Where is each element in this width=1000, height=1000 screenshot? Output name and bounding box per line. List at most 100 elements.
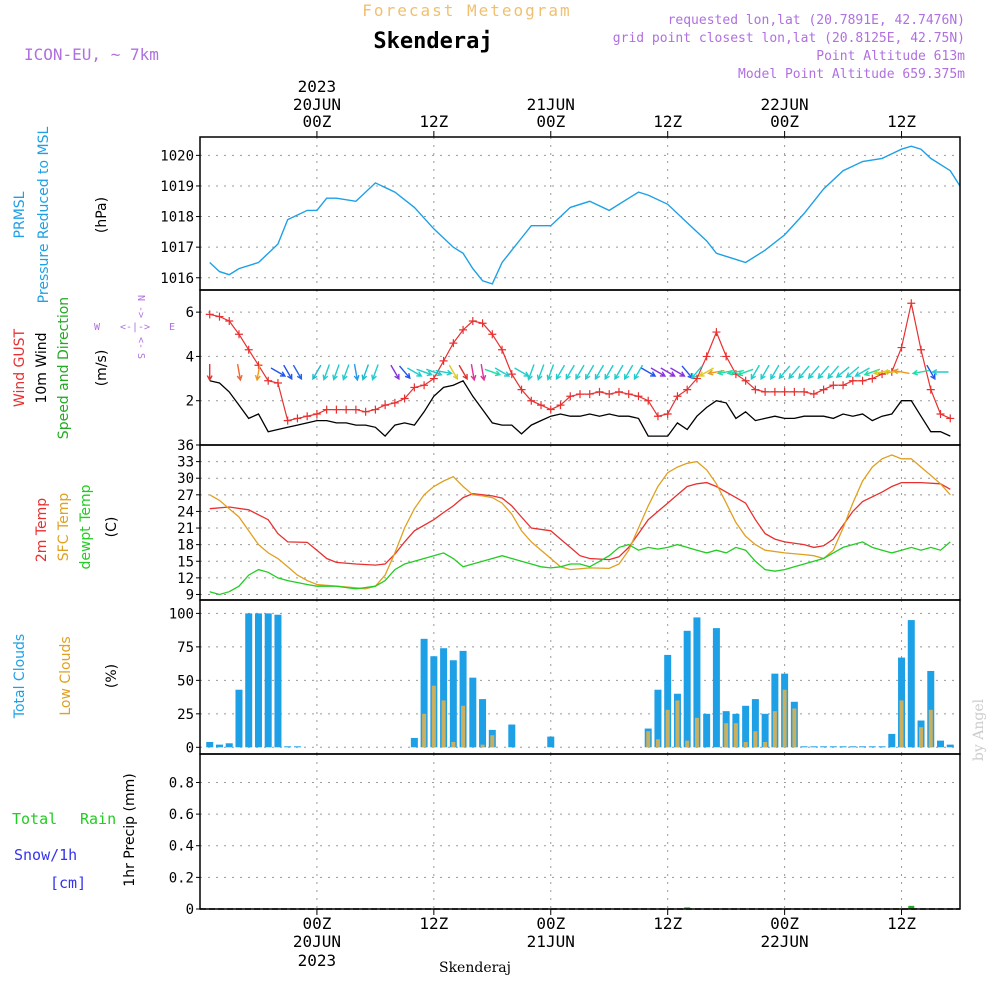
total-cloud-bar bbox=[810, 746, 818, 748]
compass-arrow-up: -> bbox=[135, 306, 146, 318]
total-cloud-bar bbox=[849, 746, 857, 748]
total-cloud-bar bbox=[664, 654, 672, 748]
dewpt-label: dewpt Temp bbox=[78, 484, 94, 569]
gust-marker bbox=[342, 405, 351, 414]
wind-direction-arrow bbox=[926, 364, 936, 381]
gust-marker bbox=[712, 328, 721, 337]
wind-direction-arrow bbox=[236, 363, 243, 382]
total-cloud-bar bbox=[868, 746, 876, 748]
wind-direction-arrow bbox=[736, 368, 754, 377]
gust-marker bbox=[332, 405, 341, 414]
gust-marker bbox=[614, 387, 623, 396]
y-tick-label: 0.4 bbox=[169, 839, 194, 855]
wind-direction-arrow bbox=[650, 367, 667, 377]
total-cloud-bar bbox=[274, 614, 282, 748]
wind-direction-arrow bbox=[398, 365, 411, 380]
gust-marker bbox=[351, 405, 360, 414]
y-tick-label: 12 bbox=[177, 571, 194, 587]
y-tick-label: 0 bbox=[186, 902, 194, 918]
wind-direction-arrow bbox=[750, 364, 761, 381]
wind-direction-arrow bbox=[892, 368, 910, 375]
gust-marker bbox=[917, 345, 926, 354]
total-cloud-bar bbox=[449, 660, 457, 748]
panel-frame bbox=[199, 753, 961, 910]
low-cloud-bar bbox=[451, 741, 456, 748]
gust-marker bbox=[761, 387, 770, 396]
snow-label: Snow/1h bbox=[14, 846, 77, 864]
total-cloud-bar bbox=[469, 677, 477, 748]
wind-direction-arrow bbox=[312, 364, 322, 381]
gust-marker bbox=[907, 299, 916, 308]
time-label-bottom: 12Z bbox=[653, 914, 682, 933]
gust-marker bbox=[809, 390, 818, 399]
total-cloud-bar bbox=[693, 617, 701, 748]
gust-marker bbox=[429, 374, 438, 383]
total-cloud-bar bbox=[927, 670, 935, 748]
wind-direction-arrow bbox=[788, 365, 801, 380]
temp-unit: (C) bbox=[104, 517, 120, 538]
total-cloud-bar bbox=[703, 713, 711, 748]
gust-marker bbox=[644, 396, 653, 405]
time-label-top: 00Z bbox=[536, 112, 565, 131]
low-cloud-bar bbox=[724, 723, 729, 748]
gust-marker bbox=[273, 379, 282, 387]
total-cloud-bar bbox=[440, 648, 448, 748]
panel-frame bbox=[199, 444, 961, 601]
gust-marker bbox=[946, 414, 955, 423]
y-tick-label: 18 bbox=[177, 538, 194, 554]
wind-direction-arrow bbox=[670, 367, 686, 377]
clouds-axis-title: Total Clouds Low Clouds (%) bbox=[12, 634, 120, 719]
total-cloud-bar bbox=[771, 673, 779, 748]
compass-n: N bbox=[135, 295, 146, 301]
gust-marker bbox=[770, 387, 779, 396]
low-cloud-bar bbox=[772, 711, 777, 748]
y-tick-label: 24 bbox=[177, 504, 194, 520]
wind-direction-arrow bbox=[640, 367, 657, 377]
wind-axis-title: Wind GUST 10m Wind Speed and Direction (… bbox=[12, 297, 110, 439]
date-label-bottom: 21JUN bbox=[527, 932, 575, 951]
forecast-title: Forecast Meteogram bbox=[362, 1, 571, 20]
wind-direction-arrow bbox=[283, 364, 293, 381]
temp-2m-line bbox=[209, 481, 951, 566]
low-cloud-bar bbox=[422, 713, 427, 748]
wind-direction-arrow bbox=[931, 368, 949, 376]
time-label-bottom: 00Z bbox=[770, 914, 799, 933]
gust-marker bbox=[293, 414, 302, 423]
wind-direction-arrow bbox=[555, 364, 566, 381]
low-cloud-bar bbox=[899, 700, 904, 748]
gust-line bbox=[209, 303, 951, 422]
time-label-top: 12Z bbox=[653, 112, 682, 131]
wind-direction-arrow bbox=[770, 364, 780, 381]
total-cloud-bar bbox=[654, 689, 662, 748]
wind-direction-arrow bbox=[798, 365, 810, 380]
dewpoint-line bbox=[209, 541, 951, 596]
y-tick-label: 0 bbox=[186, 740, 194, 756]
gust-marker bbox=[225, 317, 234, 325]
total-cloud-bar bbox=[742, 705, 750, 748]
gust-marker bbox=[507, 370, 516, 379]
y-tick-label: 0.2 bbox=[169, 870, 194, 886]
wind-direction-arrow bbox=[206, 364, 213, 382]
total-label: Total bbox=[12, 810, 57, 828]
wind-direction-arrow bbox=[660, 367, 676, 377]
gust-marker bbox=[449, 339, 458, 348]
wind-direction-arrow bbox=[575, 364, 585, 381]
total-cloud-bar bbox=[284, 746, 292, 748]
cm-label: [cm] bbox=[50, 874, 86, 892]
gust-marker bbox=[322, 405, 331, 414]
time-label-bottom: 12Z bbox=[419, 914, 448, 933]
y-tick-label: 50 bbox=[177, 673, 194, 689]
low-cloud-bar bbox=[792, 708, 797, 748]
total-cloud-bar bbox=[907, 620, 915, 748]
wind-direction-arrow bbox=[390, 364, 400, 381]
model-altitude: Model Point Altitude 659.375m bbox=[738, 67, 965, 82]
temp2m-label: 2m Temp bbox=[34, 498, 50, 562]
gust-marker bbox=[459, 325, 468, 334]
low-cloud-bar bbox=[743, 741, 748, 748]
wind-direction-arrow bbox=[514, 367, 530, 377]
gridpoint-coords: grid point closest lon,lat (20.8125E, 42… bbox=[613, 31, 965, 46]
wind-label: 10m Wind bbox=[34, 332, 50, 403]
compass-arrow-down: <- bbox=[135, 337, 146, 349]
total-cloud-bar bbox=[820, 746, 828, 748]
